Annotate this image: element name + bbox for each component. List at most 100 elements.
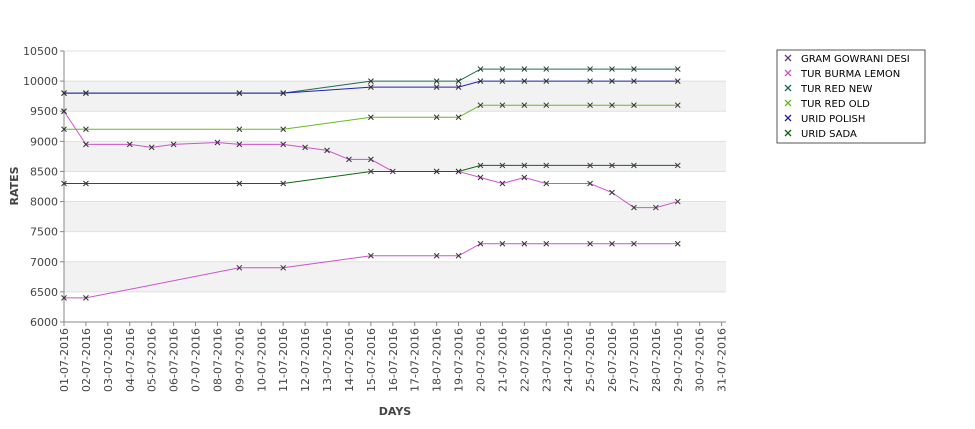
data-point-marker — [83, 141, 89, 148]
legend-item: URID SADA — [784, 129, 857, 140]
data-point-marker — [609, 240, 615, 247]
data-point-marker — [609, 102, 615, 109]
x-tick-label: 14-07-2016 — [343, 328, 356, 392]
data-point-marker — [455, 78, 462, 84]
x-tick-label: 07-07-2016 — [190, 328, 203, 392]
x-tick-label: 27-07-2016 — [628, 328, 641, 392]
x-tick-label: 15-07-2016 — [365, 328, 378, 392]
data-point-marker — [280, 141, 287, 148]
x-tick-label: 09-07-2016 — [233, 328, 246, 392]
x-tick-label: 18-07-2016 — [431, 328, 444, 392]
y-tick-label: 10500 — [23, 45, 58, 58]
data-point-marker — [477, 78, 484, 84]
data-point-marker — [609, 162, 615, 169]
data-point-marker — [433, 78, 440, 84]
x-tick-label: 05-07-2016 — [146, 328, 159, 392]
y-tick-labels: 6000 6500 7000 7500 8000 8500 9000 9500 10000 105… — [23, 45, 64, 329]
data-point-marker — [499, 162, 506, 169]
y-tick-label: 9500 — [30, 105, 58, 118]
data-point-marker — [587, 66, 593, 72]
y-axis-title: RATES — [8, 166, 21, 205]
x-tick-label: 16-07-2016 — [387, 328, 400, 392]
data-point-marker — [499, 78, 506, 84]
data-point-marker — [477, 240, 484, 247]
x-tick-label: 08-07-2016 — [211, 328, 224, 392]
data-point-marker — [499, 180, 506, 187]
legend-marker — [784, 54, 792, 62]
data-point-marker — [521, 162, 528, 169]
data-point-marker — [521, 102, 528, 109]
data-point-marker — [280, 126, 287, 133]
x-tick-label: 29-07-2016 — [672, 328, 685, 392]
data-point-marker — [674, 198, 681, 205]
legend-label: URID POLISH — [801, 114, 865, 125]
data-point-marker — [543, 66, 550, 72]
data-point-marker — [61, 90, 67, 97]
data-point-marker — [368, 78, 374, 84]
data-point-marker — [587, 240, 593, 247]
data-point-marker — [543, 180, 550, 187]
data-point-marker — [280, 264, 287, 271]
data-point-marker — [631, 66, 637, 72]
x-tick-label: 17-07-2016 — [409, 328, 422, 392]
data-point-marker — [61, 108, 67, 115]
data-point-marker — [499, 66, 506, 72]
x-tick-label: 28-07-2016 — [650, 328, 663, 392]
legend-item: TUR BURMA LEMON — [784, 69, 900, 80]
x-tick-label: 24-07-2016 — [562, 328, 575, 392]
data-point-marker — [477, 162, 484, 169]
legend-marker — [784, 69, 792, 77]
data-point-marker — [389, 168, 396, 175]
data-point-marker — [543, 78, 550, 84]
data-point-marker — [455, 168, 462, 175]
x-tick-label: 30-07-2016 — [694, 328, 707, 392]
x-tick-label: 01-07-2016 — [58, 328, 71, 392]
data-point-marker — [368, 168, 374, 175]
x-tick-label: 21-07-2016 — [496, 328, 509, 392]
plot-background-bands — [64, 51, 726, 322]
legend-item: GRAM GOWRANI DESI — [784, 54, 910, 65]
data-point-marker — [674, 102, 681, 109]
data-point-marker — [368, 84, 374, 90]
data-point-marker — [674, 162, 681, 169]
data-point-marker — [543, 102, 550, 109]
data-point-marker — [83, 295, 89, 301]
data-point-marker — [674, 66, 681, 72]
data-point-marker — [324, 147, 330, 154]
x-tick-label: 22-07-2016 — [518, 328, 531, 392]
x-tick-label: 10-07-2016 — [255, 328, 268, 392]
data-point-marker — [587, 180, 593, 187]
x-tick-label: 20-07-2016 — [474, 328, 487, 392]
data-point-marker — [653, 204, 659, 211]
data-point-marker — [631, 204, 637, 211]
legend-label: TUR RED NEW — [800, 84, 872, 95]
data-point-marker — [83, 180, 89, 187]
x-tick-labels: 01-07-2016 02-07-2016 03-07-2016 04-07-2016… — [58, 322, 729, 392]
x-tick-label: 23-07-2016 — [540, 328, 553, 392]
y-tick-label: 8000 — [30, 196, 58, 209]
data-point-marker — [346, 156, 352, 163]
plot-band — [64, 261, 726, 292]
x-tick-label: 19-07-2016 — [453, 328, 466, 392]
data-point-marker — [280, 90, 287, 97]
legend-label: URID SADA — [801, 129, 857, 140]
data-point-marker — [631, 102, 637, 109]
y-tick-label: 10000 — [23, 75, 58, 88]
data-point-marker — [674, 78, 681, 84]
data-point-marker — [170, 141, 177, 148]
plot-band — [64, 171, 726, 202]
data-point-marker — [214, 139, 221, 146]
data-point-marker — [236, 180, 243, 187]
data-point-marker — [368, 156, 374, 163]
data-point-marker — [499, 102, 506, 109]
data-point-marker — [433, 252, 440, 259]
data-point-marker — [455, 252, 462, 259]
legend-marker — [784, 84, 792, 92]
legend-label: TUR RED OLD — [800, 99, 870, 110]
series-markers — [61, 66, 681, 301]
data-point-marker — [61, 180, 67, 187]
legend-item: TUR RED OLD — [784, 99, 870, 110]
data-point-marker — [368, 252, 374, 259]
x-tick-label: 12-07-2016 — [299, 328, 312, 392]
legend-label: GRAM GOWRANI DESI — [801, 54, 910, 65]
